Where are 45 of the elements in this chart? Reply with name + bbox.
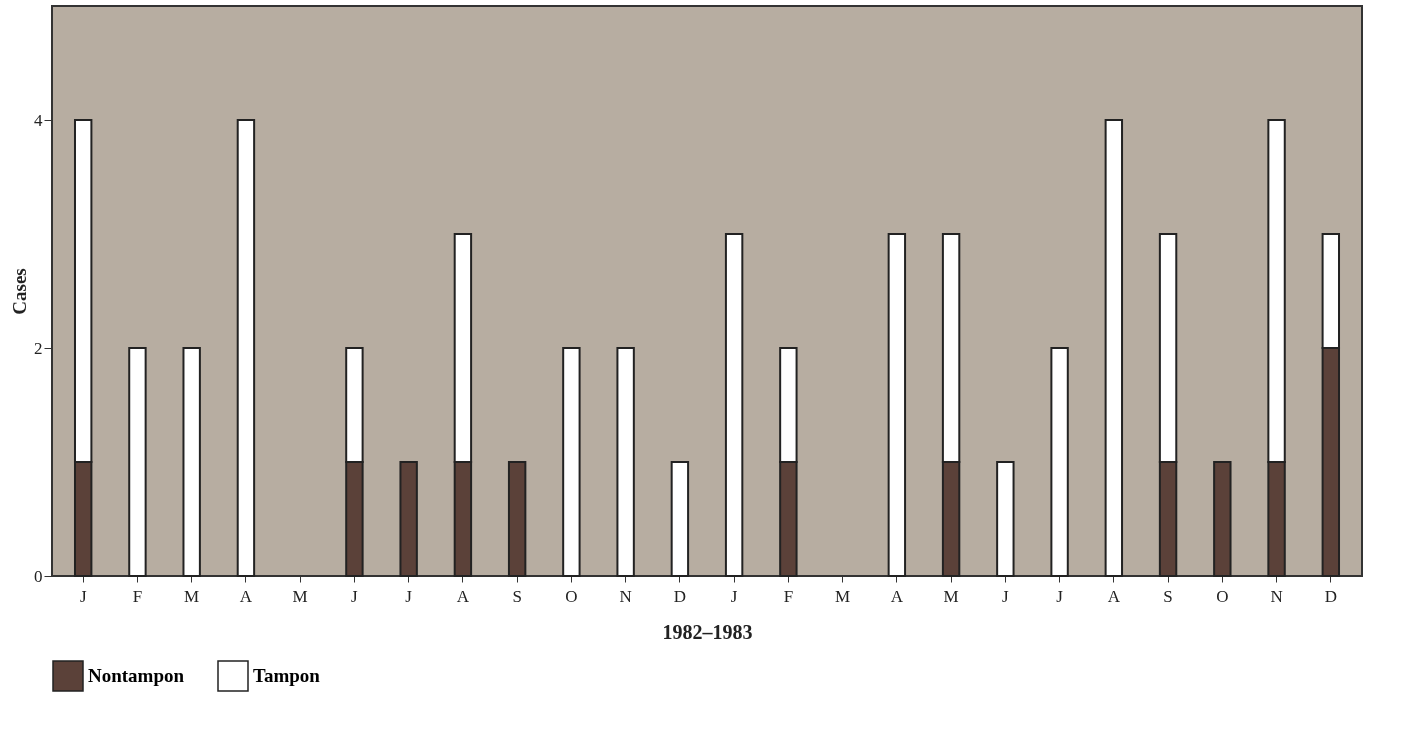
x-tick-label: D bbox=[673, 586, 687, 606]
x-tick-label: F bbox=[132, 586, 143, 606]
x-tick-label: M bbox=[292, 586, 308, 606]
bar bbox=[236, 119, 256, 577]
x-tick-label: M bbox=[184, 586, 200, 606]
bar bbox=[616, 347, 635, 577]
x-tick-label: J bbox=[79, 586, 87, 606]
y-tick-label: 2 bbox=[34, 338, 43, 358]
bar bbox=[507, 461, 527, 577]
x-tick-label: O bbox=[1216, 586, 1229, 606]
x-tick-label: A bbox=[1107, 586, 1121, 606]
x-tick-label: J bbox=[405, 586, 413, 606]
bar bbox=[1050, 347, 1069, 577]
x-tick-label: S bbox=[1163, 586, 1173, 606]
x-tick-label: D bbox=[1324, 586, 1337, 606]
x-tick-label: S bbox=[512, 586, 522, 606]
bar bbox=[128, 347, 147, 577]
x-tick-label: A bbox=[239, 586, 253, 606]
x-tick-label: J bbox=[1002, 586, 1010, 606]
bar bbox=[996, 461, 1015, 577]
y-tick-label: 4 bbox=[34, 110, 43, 130]
bar bbox=[182, 347, 201, 577]
bar bbox=[887, 233, 907, 577]
legend-label: Tampon bbox=[253, 665, 321, 686]
x-tick-label: J bbox=[1056, 586, 1064, 606]
x-tick-label: O bbox=[565, 586, 578, 606]
x-tick-label: A bbox=[456, 586, 470, 606]
legend-label: Nontampon bbox=[88, 665, 185, 686]
bar bbox=[670, 461, 690, 577]
bar bbox=[1213, 461, 1232, 577]
x-tick-label: M bbox=[943, 586, 959, 606]
x-tick-label: F bbox=[783, 586, 794, 606]
y-axis-title: Cases bbox=[9, 268, 30, 315]
x-axis-title: 1982–1983 bbox=[662, 620, 753, 643]
x-tick-label: J bbox=[351, 586, 359, 606]
x-tick-label: M bbox=[835, 586, 851, 606]
bar bbox=[399, 461, 418, 577]
y-tick-label: 0 bbox=[34, 566, 43, 586]
x-tick-label: J bbox=[730, 586, 738, 606]
x-tick-label: N bbox=[619, 586, 632, 606]
bar bbox=[1104, 119, 1124, 577]
bar bbox=[724, 233, 744, 577]
x-tick-label: N bbox=[1270, 586, 1283, 606]
bar bbox=[562, 347, 581, 577]
x-tick-label: A bbox=[890, 586, 904, 606]
